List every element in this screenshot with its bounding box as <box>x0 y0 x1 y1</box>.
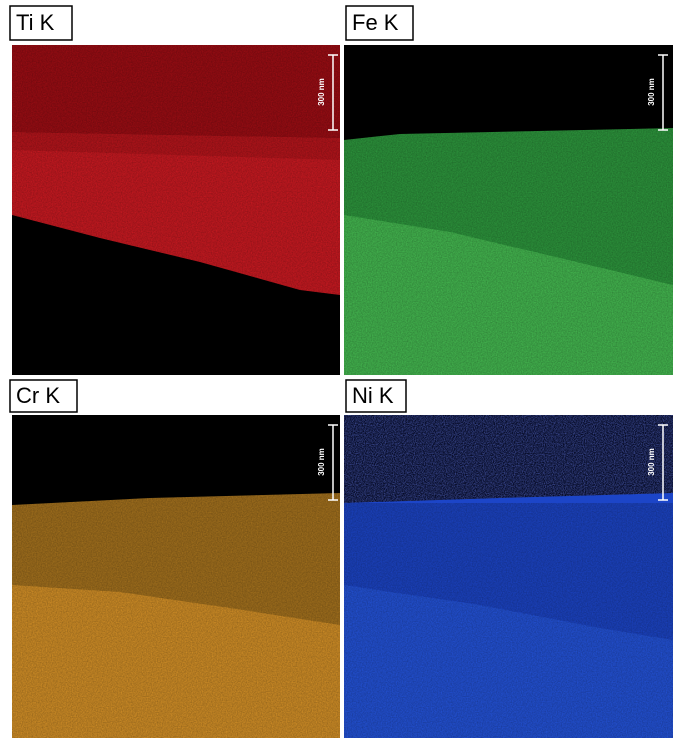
texture <box>344 415 673 505</box>
label-box <box>9 5 73 41</box>
panel-label: Fe K <box>352 10 399 35</box>
texture <box>12 45 340 375</box>
panel-fe: Fe K 300 nm <box>344 5 673 375</box>
scale-bar: 300 nm <box>647 54 668 131</box>
scale-label: 300 nm <box>647 78 656 106</box>
panel-cr: Cr K 300 nm <box>9 379 340 738</box>
panel-label: Ti K <box>16 10 55 35</box>
scale-label: 300 nm <box>317 448 326 476</box>
panel-ni: Ni K 300 nm <box>344 379 673 738</box>
texture <box>12 415 340 738</box>
scale-label: 300 nm <box>647 448 656 476</box>
scale-bar: 300 nm <box>317 54 338 131</box>
scale-bar: 300 nm <box>317 424 338 501</box>
label-box <box>345 379 407 413</box>
panel-ti: Ti K 300 nm <box>9 5 340 375</box>
panel-label: Cr K <box>16 383 60 408</box>
texture <box>344 503 673 738</box>
panel-label: Ni K <box>352 383 394 408</box>
scale-label: 300 nm <box>317 78 326 106</box>
texture <box>344 45 673 375</box>
label-box <box>9 379 78 413</box>
label-box <box>345 5 414 41</box>
scale-bar: 300 nm <box>647 424 668 501</box>
